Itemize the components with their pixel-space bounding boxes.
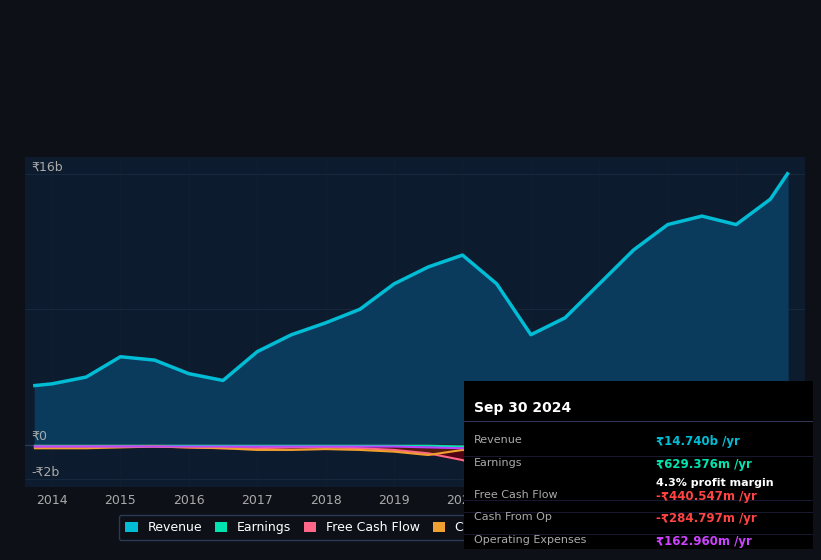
Text: Operating Expenses: Operating Expenses <box>475 535 587 545</box>
Text: -₹284.797m /yr: -₹284.797m /yr <box>656 512 756 525</box>
Text: ₹14.740b /yr: ₹14.740b /yr <box>656 435 740 447</box>
Text: -₹440.547m /yr: -₹440.547m /yr <box>656 490 757 503</box>
Text: Revenue: Revenue <box>475 435 523 445</box>
Text: Cash From Op: Cash From Op <box>475 512 553 522</box>
Text: 4.3% profit margin: 4.3% profit margin <box>656 478 773 488</box>
Text: Free Cash Flow: Free Cash Flow <box>475 490 558 500</box>
Text: Sep 30 2024: Sep 30 2024 <box>475 401 571 415</box>
Legend: Revenue, Earnings, Free Cash Flow, Cash From Op, Operating Expenses: Revenue, Earnings, Free Cash Flow, Cash … <box>119 515 710 540</box>
Text: ₹162.960m /yr: ₹162.960m /yr <box>656 535 752 548</box>
Text: ₹629.376m /yr: ₹629.376m /yr <box>656 458 752 471</box>
Text: -₹2b: -₹2b <box>31 466 60 479</box>
Text: ₹16b: ₹16b <box>31 161 63 174</box>
Text: Earnings: Earnings <box>475 458 523 468</box>
Text: ₹0: ₹0 <box>31 430 48 443</box>
